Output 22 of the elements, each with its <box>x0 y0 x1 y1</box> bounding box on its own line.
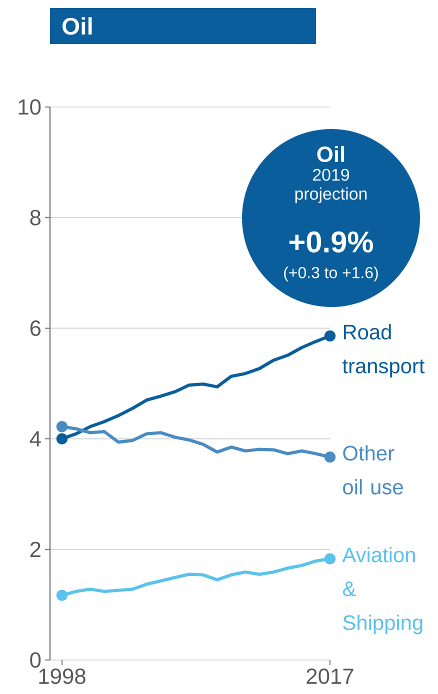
x-tick-label: 2017 <box>306 668 354 684</box>
point <box>56 590 68 601</box>
point <box>56 433 68 444</box>
y-tick-label: 4 <box>30 431 41 446</box>
series-label: Aviation & Shipping <box>342 546 422 634</box>
series-label: Road transport <box>342 324 425 378</box>
point <box>324 451 336 463</box>
point <box>324 330 336 342</box>
y-tick-label: 10 <box>18 99 41 115</box>
chart-title: Oil <box>62 17 92 35</box>
annotation: (+0.3 to +1.6) <box>284 266 378 282</box>
x-tick-label: 1998 <box>39 668 86 684</box>
point <box>56 421 68 432</box>
series-label: Other oil use <box>343 445 403 494</box>
y-tick-label: 2 <box>30 542 40 558</box>
annotation: 2019 projection <box>295 168 367 204</box>
point <box>324 553 336 564</box>
y-tick-label: 6 <box>30 320 41 336</box>
y-tick-label: 0 <box>30 652 41 668</box>
annotation: Oil <box>317 146 344 162</box>
annotation: +0.9% <box>289 231 373 253</box>
y-tick-label: 8 <box>30 210 41 226</box>
